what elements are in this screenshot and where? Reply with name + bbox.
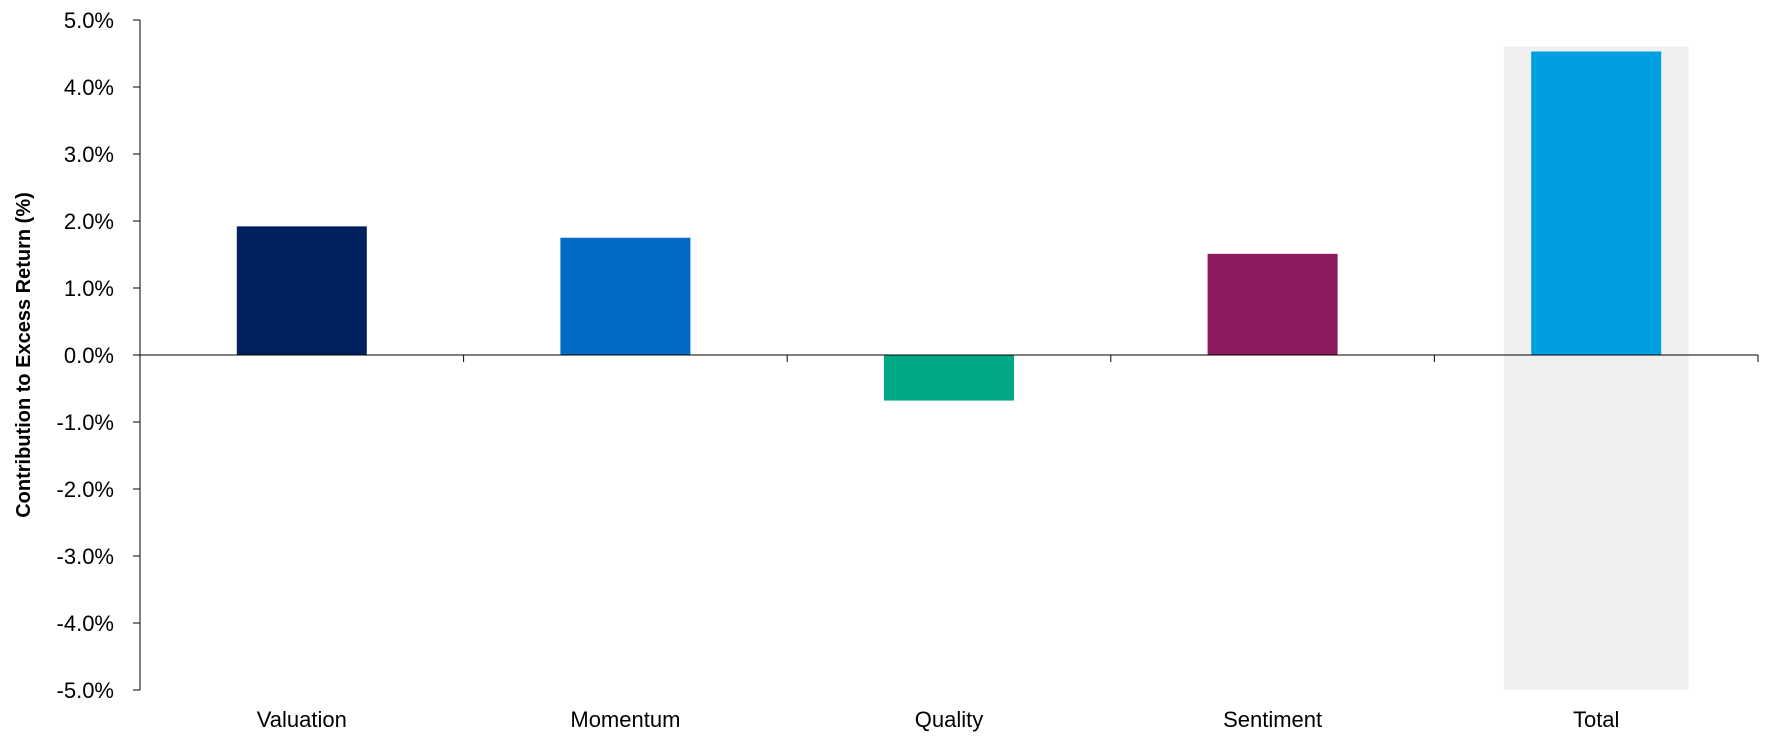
x-axis-labels: Valuation Momentum Quality Sentiment Total xyxy=(257,707,1620,732)
bars-layer xyxy=(236,51,1662,401)
bar-total xyxy=(1531,51,1662,356)
y-tick-label: -1.0% xyxy=(57,410,114,435)
y-tick-label: -2.0% xyxy=(57,477,114,502)
y-tick-label: 1.0% xyxy=(64,276,114,301)
y-axis-title: Contribution to Excess Return (%) xyxy=(13,192,35,518)
x-axis-ticks xyxy=(463,355,1759,362)
bar-quality xyxy=(884,355,1014,401)
y-tick-label: 2.0% xyxy=(64,209,114,234)
y-tick-label: -4.0% xyxy=(57,611,114,636)
y-tick-label: -3.0% xyxy=(57,544,114,569)
x-category-label: Momentum xyxy=(570,707,680,732)
bar-sentiment xyxy=(1207,253,1338,355)
y-tick-label: 4.0% xyxy=(64,75,114,100)
x-category-label: Sentiment xyxy=(1223,707,1322,732)
y-tick-label: -5.0% xyxy=(57,678,114,703)
bar-momentum xyxy=(560,237,691,355)
x-category-label: Total xyxy=(1573,707,1619,732)
y-tick-label: 0.0% xyxy=(64,343,114,368)
x-category-label: Quality xyxy=(915,707,983,732)
x-category-label: Valuation xyxy=(257,707,347,732)
y-axis-ticks: 5.0% 4.0% 3.0% 2.0% 1.0% 0.0% -1.0% -2.0% -3.0% -… xyxy=(57,8,140,703)
y-tick-label: 3.0% xyxy=(64,142,114,167)
bar-valuation xyxy=(236,226,367,355)
y-tick-label: 5.0% xyxy=(64,8,114,33)
